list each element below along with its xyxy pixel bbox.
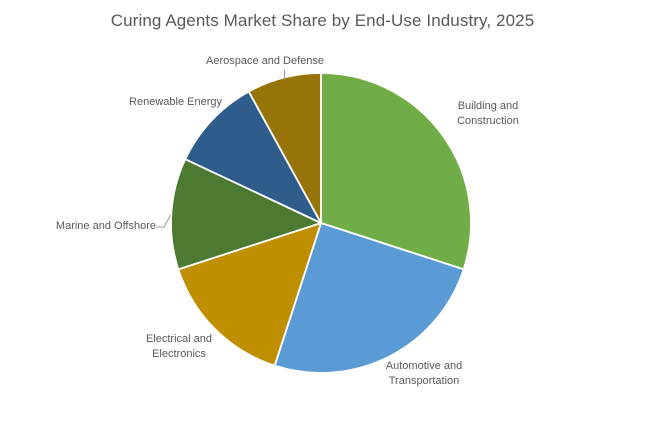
pie-slice-building-and-construction: [320, 72, 472, 271]
pie-slice-marine-and-offshore: [170, 158, 322, 271]
leader-line-marine-and-offshore: [156, 214, 171, 228]
pie-slice-automotive-and-transportation: [273, 222, 465, 374]
pie-slices: [170, 72, 472, 374]
slice-label-marine-and-offshore: Marine and Offshore: [55, 220, 156, 232]
pie-slice-renewable-energy: [184, 90, 322, 224]
pie-slice-aerospace-and-defense: [247, 72, 322, 224]
slice-label-electrical-and-electronics: Electrical and Electronics: [145, 333, 213, 361]
slice-label-aerospace-and-defense: Aerospace and Defense: [205, 55, 325, 67]
slice-label-building-and-construction: Building and Construction: [457, 100, 519, 128]
chart-title: Curing Agents Market Share by End-Use In…: [110, 11, 535, 30]
slice-label-renewable-energy: Renewable Energy: [129, 96, 222, 108]
slice-label-automotive-and-transportation: Automotive and Transportation: [385, 360, 463, 388]
